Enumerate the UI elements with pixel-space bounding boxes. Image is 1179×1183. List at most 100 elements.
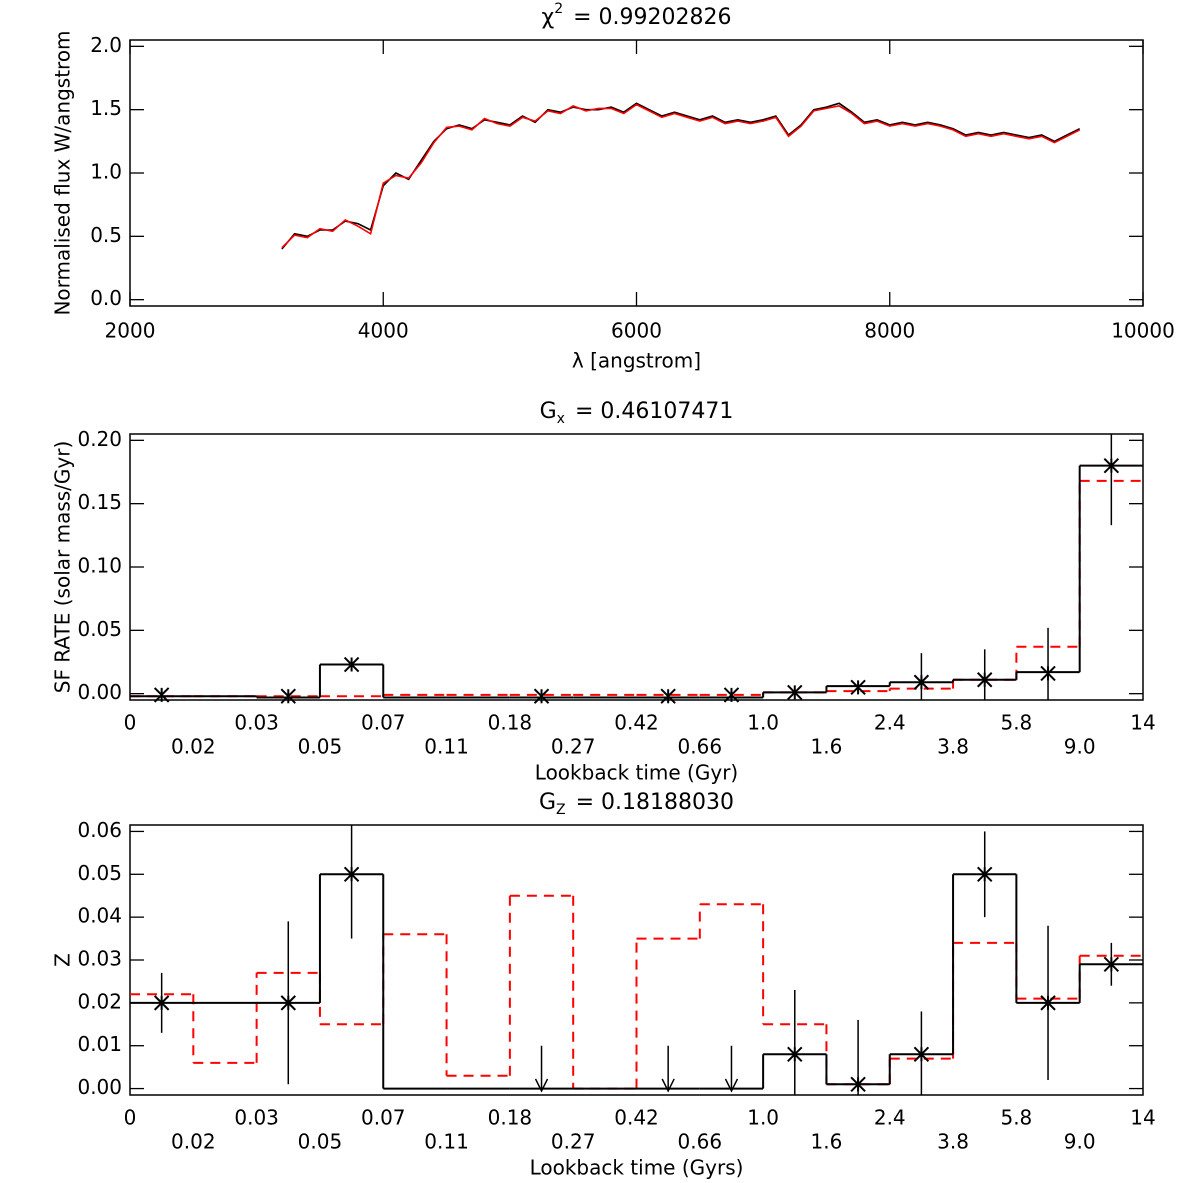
x-tick-label: 4000	[358, 319, 409, 343]
chart-title: GZ = 0.18188030	[539, 790, 734, 818]
plot-frame	[129, 824, 1144, 1096]
chart-title: Gx = 0.46107471	[540, 399, 734, 427]
x-tick-label: 1.6	[811, 1130, 843, 1154]
upper-limit-arrow	[534, 1045, 549, 1093]
data-point	[1040, 665, 1056, 682]
title-value: = 0.18188030	[576, 790, 734, 815]
x-tick-label: 0.05	[298, 1130, 343, 1154]
x-tick-label: 10000	[1111, 319, 1175, 343]
title-symbol: G	[540, 399, 557, 424]
x-tick-label: 9.0	[1064, 1130, 1096, 1154]
plot-frame	[129, 39, 1144, 307]
y-tick-label: 0.05	[77, 617, 122, 641]
y-tick-label: 0.05	[77, 861, 122, 885]
y-axis-label: Z	[51, 953, 75, 967]
x-tick-label: 0.11	[424, 735, 469, 759]
x-tick-label: 0.27	[551, 735, 596, 759]
x-tick-label: 0.05	[298, 735, 343, 759]
y-tick-label: 0.03	[77, 947, 122, 971]
x-tick-label: 3.8	[937, 735, 969, 759]
data-point	[723, 687, 740, 703]
data-point	[787, 1046, 803, 1062]
data-point	[660, 688, 676, 704]
y-tick-label: 0.01	[77, 1032, 122, 1056]
x-tick-label: 14	[1130, 711, 1155, 735]
title-value: = 0.46107471	[575, 399, 733, 424]
y-tick-label: 2.0	[90, 33, 122, 57]
data-point	[153, 687, 170, 703]
data-point	[280, 688, 296, 704]
x-axis-label: Lookback time (Gyr)	[535, 761, 738, 785]
x-tick-label: 2.4	[874, 711, 906, 735]
x-tick-label: 0.02	[171, 735, 216, 759]
x-tick-label: 0	[124, 1106, 137, 1130]
y-tick-label: 0.02	[77, 989, 122, 1013]
plot-frame	[129, 433, 1144, 701]
x-tick-label: 5.8	[1000, 711, 1032, 735]
x-tick-label: 0.03	[234, 711, 279, 735]
x-tick-label: 1.0	[747, 1106, 779, 1130]
x-tick-label: 0.11	[424, 1130, 469, 1154]
x-tick-label: 8000	[864, 319, 915, 343]
x-tick-label: 0.02	[171, 1130, 216, 1154]
x-axis-label: Lookback time (Gyrs)	[530, 1156, 744, 1180]
x-tick-label: 3.8	[937, 1130, 969, 1154]
data-point	[850, 679, 866, 696]
title-value: = 0.99202826	[573, 5, 731, 30]
x-tick-label: 1.0	[747, 711, 779, 735]
title-symbol: G	[539, 790, 556, 815]
data-point	[787, 684, 803, 701]
data-point	[913, 1046, 930, 1062]
upper-limit-arrow	[724, 1045, 739, 1093]
x-tick-label: 2000	[105, 319, 156, 343]
x-tick-label: 0.18	[488, 711, 533, 735]
y-axis-label: SF RATE (solar mass/Gyr)	[51, 441, 75, 694]
y-tick-label: 0.20	[77, 427, 122, 451]
y-tick-label: 0.0	[90, 286, 122, 310]
y-tick-label: 1.0	[90, 160, 122, 184]
x-tick-label: 0.03	[234, 1106, 279, 1130]
x-tick-label: 1.6	[811, 735, 843, 759]
y-tick-label: 0.15	[77, 490, 122, 514]
title-subscript: x	[557, 411, 565, 427]
title-symbol: χ	[541, 5, 554, 30]
data-point	[280, 995, 296, 1011]
y-tick-label: 0.10	[77, 554, 122, 578]
upper-limit-arrow	[661, 1045, 675, 1093]
data-point	[153, 995, 170, 1011]
x-tick-label: 6000	[611, 319, 662, 343]
x-tick-label: 5.8	[1000, 1106, 1032, 1130]
y-tick-label: 0.00	[77, 680, 122, 704]
x-tick-label: 0.07	[361, 711, 406, 735]
y-tick-label: 0.00	[77, 1075, 122, 1099]
title-superscript: 2	[554, 1, 563, 17]
y-tick-label: 0.06	[77, 818, 122, 842]
data-point	[977, 866, 993, 882]
data-point	[850, 1076, 866, 1092]
y-tick-label: 0.04	[77, 904, 122, 928]
spectrum-line	[281, 103, 1081, 249]
data-point	[977, 672, 993, 688]
y-tick-label: 1.5	[90, 96, 122, 120]
x-tick-label: 0.42	[614, 1106, 659, 1130]
title-subscript: Z	[556, 802, 566, 818]
x-tick-label: 0.66	[678, 1130, 723, 1154]
data-point	[1040, 995, 1056, 1011]
x-tick-label: 0.66	[678, 735, 723, 759]
x-tick-label: 9.0	[1064, 735, 1096, 759]
x-tick-label: 0	[124, 711, 137, 735]
y-tick-label: 0.5	[90, 223, 122, 247]
data-point	[1103, 956, 1120, 972]
x-tick-label: 14	[1130, 1106, 1155, 1130]
x-tick-label: 0.42	[614, 711, 659, 735]
data-point	[343, 866, 360, 882]
data-point	[343, 656, 360, 673]
data-point	[1103, 457, 1120, 474]
data-point	[913, 674, 930, 690]
y-axis-label: Normalised flux W/angstrom	[51, 30, 75, 315]
x-axis-label: λ [angstrom]	[572, 349, 701, 373]
x-tick-label: 0.07	[361, 1106, 406, 1130]
x-tick-label: 0.18	[488, 1106, 533, 1130]
x-tick-label: 0.27	[551, 1130, 596, 1154]
